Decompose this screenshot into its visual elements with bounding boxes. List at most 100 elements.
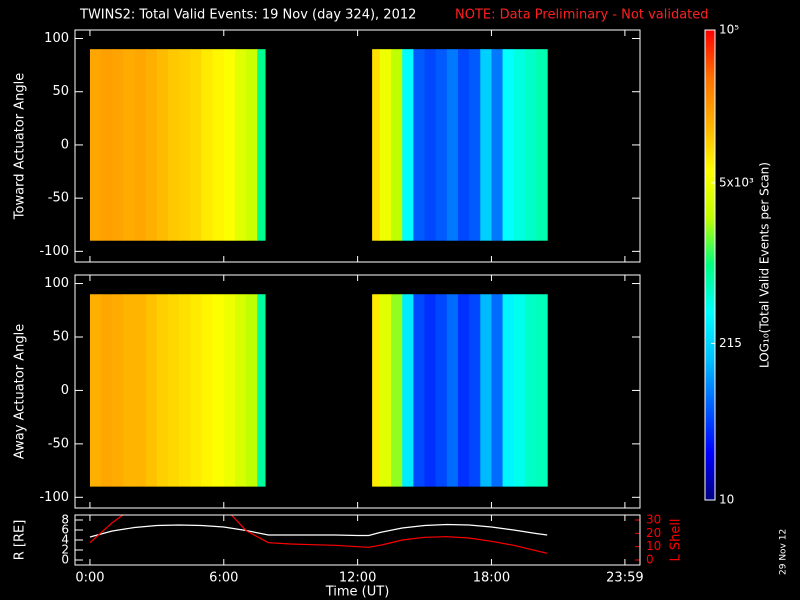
y-tick-label: 0 [61,383,69,398]
heat-cell [246,49,258,241]
x-tick-label: 12:00 [339,571,376,586]
heat-cell [123,49,136,241]
heat-cell [201,49,214,241]
colorbar-tick-label: 10 [719,493,734,507]
plot-area [89,49,548,241]
heat-cell [446,49,459,241]
y-tick-label: 6 [61,523,69,537]
heat-cell [402,49,414,241]
plot-area [89,294,548,487]
y-tick-label: 4 [61,533,69,547]
heat-cell [469,49,481,241]
heat-cell [145,49,158,241]
heat-cell [257,294,266,487]
heat-cell [168,294,180,487]
heat-cell [134,294,147,487]
heat-cell [536,49,548,241]
colorbar [704,29,716,501]
heat-cell [223,49,236,241]
colorbar-tick-label: 5x10³ [719,175,754,189]
heat-cell [112,294,124,487]
date-stamp: 29 Nov 12 [779,529,789,575]
title: TWINS2: Total Valid Events: 19 Nov (day … [79,8,416,23]
series-line [89,523,548,538]
heat-cell [234,49,247,241]
y-tick-label: -50 [48,436,69,451]
y2-tick-label: 30 [646,513,661,527]
heat-cell [223,294,236,487]
heat-cell [379,49,392,241]
heat-cell [145,294,158,487]
heat-cell [156,49,169,241]
heat-cell [480,294,492,487]
heat-cell [391,49,403,241]
heat-cell [179,49,191,241]
y-tick-label: -100 [39,244,69,259]
heat-cell [201,294,214,487]
x-axis-label: Time (UT) [325,585,390,600]
y2-tick-label: 10 [646,539,661,553]
heat-cell [212,294,225,487]
heat-cell [413,294,426,487]
heat-cell [424,49,437,241]
heat-cell [491,49,504,241]
heat-cell [190,49,202,241]
heat-cell [469,294,481,487]
colorbar-label: LOG₁₀(Total Valid Events per Scan) [758,162,772,368]
heat-cell [372,49,381,241]
heat-cell [89,49,102,241]
y2-tick-label: 0 [646,553,654,567]
heat-cell [257,49,266,241]
x-tick-label: 6:00 [209,571,238,586]
y2-tick-label: 20 [646,526,661,540]
heat-cell [480,49,492,241]
heat-cell [246,294,258,487]
x-tick-label: 18:00 [473,571,510,586]
heat-cell [435,49,448,241]
y-tick-label: 50 [52,84,69,99]
y-tick-label: 0 [61,553,69,567]
plot-area [89,515,548,554]
heat-cell [536,294,548,487]
heat-cell [435,294,448,487]
y-tick-label: 50 [52,329,69,344]
colorbar-tick-label: 10⁵ [719,23,739,37]
heat-cell [457,49,470,241]
heat-cell [89,294,102,487]
series-line [89,515,548,554]
heat-cell [524,49,537,241]
heat-cell [424,294,437,487]
y-tick-label: -100 [39,490,69,505]
heat-cell [513,49,526,241]
heat-cell [379,294,392,487]
heat-cell [134,49,147,241]
heat-cell [234,294,247,487]
heat-cell [413,49,426,241]
x-tick-label: 0:00 [75,571,104,586]
heat-cell [190,294,202,487]
y-tick-label: 8 [61,513,69,527]
heat-cell [513,294,526,487]
y2-axis-label: L Shell [669,518,684,561]
heat-cell [168,49,180,241]
heat-cell [457,294,470,487]
heat-cell [101,294,113,487]
y-tick-label: 0 [61,137,69,152]
heat-cell [372,294,381,487]
y-tick-label: -50 [48,191,69,206]
heat-cell [446,294,459,487]
heat-cell [524,294,537,487]
heat-cell [502,49,515,241]
y-tick-label: 2 [61,543,69,557]
heat-cell [502,294,515,487]
heat-cell [156,294,169,487]
heat-cell [402,294,414,487]
note: NOTE: Data Preliminary - Not validated [455,8,709,23]
heat-cell [101,49,113,241]
x-tick-label: 23:59 [606,571,643,586]
y-axis-label: Away Actuator Angle [13,324,28,459]
y-tick-label: 100 [44,31,69,46]
heat-cell [112,49,124,241]
heat-cell [491,294,504,487]
